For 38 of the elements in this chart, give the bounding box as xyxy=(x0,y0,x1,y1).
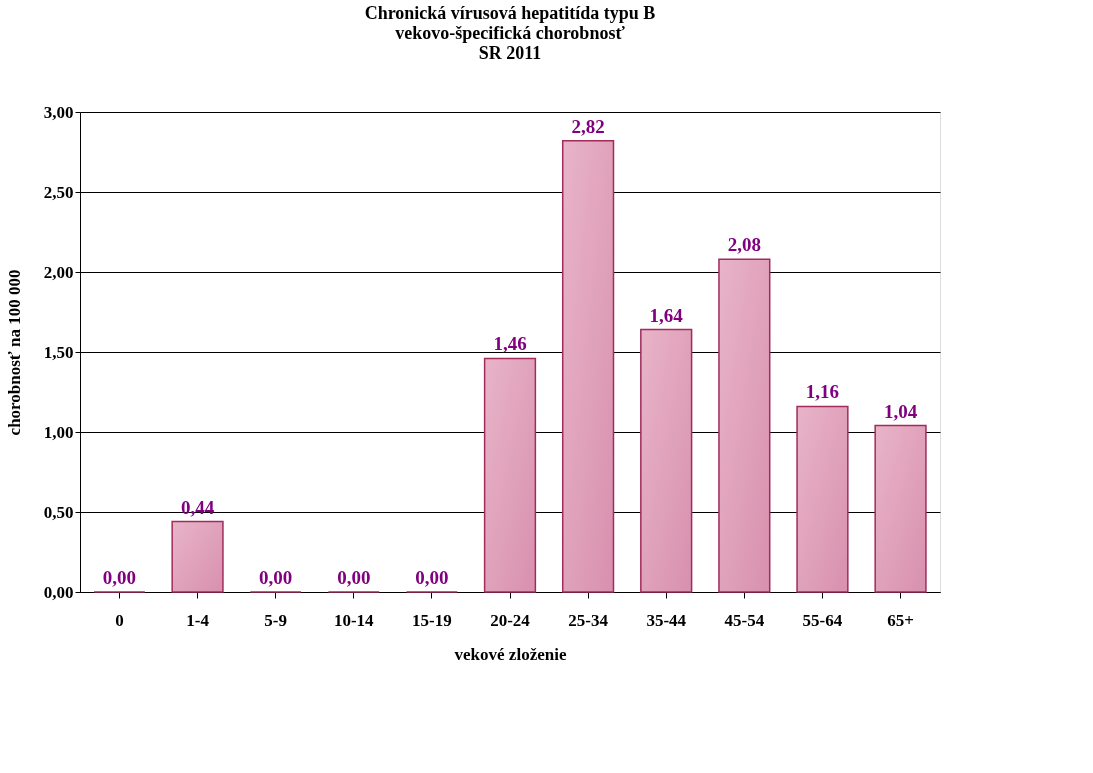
data-label: 1,04 xyxy=(883,400,918,422)
x-tick-label: 35-44 xyxy=(646,610,687,630)
bar xyxy=(718,258,771,593)
x-tick-label: 10-14 xyxy=(333,610,375,630)
data-label: 0,00 xyxy=(102,567,137,588)
bar xyxy=(171,520,224,593)
x-tick-label: 1-4 xyxy=(186,610,210,630)
data-label: 1,46 xyxy=(493,333,527,355)
data-label: 1,16 xyxy=(805,381,840,403)
x-tick-label: 20-24 xyxy=(490,610,531,630)
x-tick-label: 0 xyxy=(115,610,124,630)
data-label: 2,82 xyxy=(571,115,605,137)
y-tick-label: 0,00 xyxy=(43,582,74,602)
y-tick-label: 0,50 xyxy=(43,502,74,522)
y-tick-label: 1,00 xyxy=(43,422,74,442)
x-tick-label: 45-54 xyxy=(724,610,765,630)
y-tick-label: 2,00 xyxy=(43,262,74,282)
y-tick-label: 3,00 xyxy=(43,102,74,122)
y-tick-label: 1,50 xyxy=(43,342,74,362)
chart-title: Chronická vírusová hepatitída typu B vekovo-špecifická chorobnosť SR 2011 xyxy=(364,3,656,63)
bar xyxy=(640,328,693,593)
bar xyxy=(483,357,537,593)
data-label: 0,00 xyxy=(337,567,371,588)
bar xyxy=(796,405,849,593)
data-label: 1,64 xyxy=(649,304,684,326)
data-label: 0,00 xyxy=(415,567,449,588)
bar xyxy=(561,140,615,593)
x-tick-label: 25-34 xyxy=(568,610,609,630)
y-axis-title: chorobnosť na 100 000 xyxy=(4,269,24,436)
x-tick-label: 5-9 xyxy=(264,610,287,630)
y-tick-label: 2,50 xyxy=(43,182,74,202)
x-tick-label: 15-19 xyxy=(412,610,452,630)
x-tick-label: 55-64 xyxy=(802,610,843,630)
bar xyxy=(874,424,927,593)
x-axis-title: vekové zloženie xyxy=(454,644,567,664)
data-label: 2,08 xyxy=(727,234,761,256)
x-tick-label: 65+ xyxy=(887,610,914,630)
data-label: 0,00 xyxy=(259,567,293,588)
